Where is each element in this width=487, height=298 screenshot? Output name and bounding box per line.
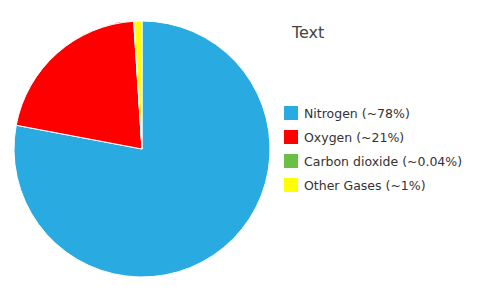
legend-label: Oxygen (~21%) bbox=[304, 130, 404, 145]
pie-slice bbox=[134, 21, 142, 149]
legend-label: Carbon dioxide (~0.04%) bbox=[304, 154, 462, 169]
pie bbox=[14, 21, 270, 277]
pie-slice bbox=[16, 21, 142, 149]
legend-label: Other Gases (~1%) bbox=[304, 178, 426, 193]
pie-slice bbox=[134, 21, 142, 149]
chart-svg: Text Nitrogen (~78%) Oxygen (~21%) Carbon d… bbox=[0, 0, 487, 298]
legend-label: Nitrogen (~78%) bbox=[304, 106, 410, 121]
legend: Nitrogen (~78%) Oxygen (~21%) Carbon dioxi… bbox=[284, 106, 462, 193]
legend-swatch bbox=[284, 154, 298, 168]
chart-container: Text Nitrogen (~78%) Oxygen (~21%) Carbon d… bbox=[0, 0, 487, 298]
chart-title: Text bbox=[291, 23, 324, 42]
legend-swatch bbox=[284, 130, 298, 144]
legend-swatch bbox=[284, 178, 298, 192]
pie-slice bbox=[14, 21, 270, 277]
legend-swatch bbox=[284, 106, 298, 120]
